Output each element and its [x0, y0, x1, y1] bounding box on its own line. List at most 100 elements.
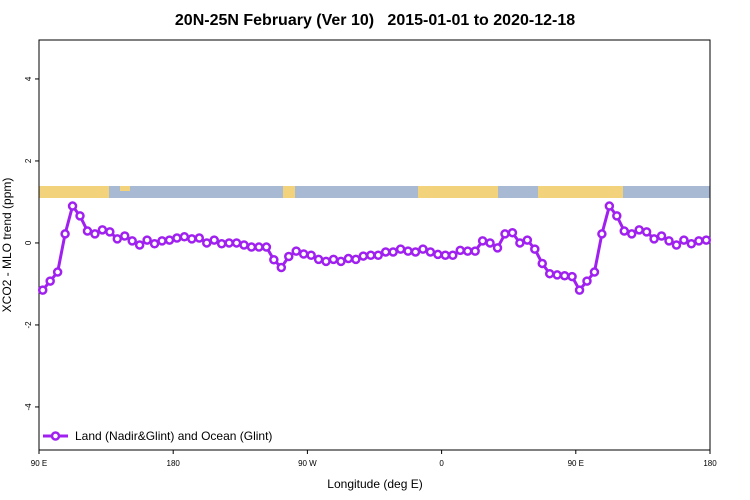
marker — [134, 240, 145, 250]
marker — [97, 225, 108, 235]
marker — [239, 240, 249, 250]
marker — [574, 285, 585, 295]
marker — [440, 250, 451, 260]
marker — [291, 246, 301, 256]
marker — [358, 251, 369, 261]
marker — [507, 227, 518, 238]
legend-marker — [50, 431, 61, 441]
marker — [462, 246, 473, 256]
marker — [500, 229, 510, 239]
marker — [105, 227, 115, 237]
marker — [455, 245, 465, 256]
marker — [45, 276, 55, 286]
x-tick-label: 90 E — [568, 459, 584, 468]
marker — [701, 235, 712, 245]
marker — [37, 285, 48, 295]
x-tick-label: 0 — [439, 459, 444, 468]
marker — [284, 251, 294, 262]
marker — [492, 243, 503, 253]
marker — [164, 235, 175, 245]
marker — [119, 231, 130, 241]
marker — [626, 229, 637, 239]
marker — [52, 267, 63, 277]
marker — [298, 249, 309, 259]
x-tick-label: 180 — [167, 459, 181, 468]
marker — [559, 271, 570, 281]
marker — [395, 244, 406, 254]
marker — [522, 235, 533, 245]
marker — [351, 254, 361, 265]
marker — [686, 239, 697, 249]
marker — [142, 235, 152, 245]
marker — [313, 254, 324, 265]
marker — [619, 226, 630, 236]
marker — [485, 238, 495, 248]
marker — [90, 229, 100, 239]
marker — [82, 226, 93, 236]
marker — [694, 236, 704, 246]
marker — [75, 211, 85, 221]
marker — [634, 225, 644, 235]
marker — [366, 250, 376, 260]
marker — [380, 247, 391, 257]
marker — [112, 234, 123, 244]
y-tick-label: 0 — [24, 240, 33, 245]
marker — [410, 247, 421, 257]
marker — [202, 238, 212, 248]
marker — [470, 246, 480, 256]
marker — [373, 250, 383, 260]
marker — [261, 242, 272, 252]
marker — [612, 211, 622, 221]
marker — [224, 238, 234, 248]
marker — [664, 236, 674, 246]
marker — [336, 256, 346, 267]
marker — [582, 276, 592, 286]
marker — [679, 235, 689, 245]
marker — [656, 231, 667, 241]
marker — [187, 234, 197, 244]
marker — [306, 250, 316, 260]
marker — [448, 250, 458, 260]
legend-label: Land (Nadir&Glint) and Ocean (Glint) — [75, 429, 272, 443]
marker — [321, 256, 331, 267]
marker — [515, 238, 525, 248]
marker — [388, 247, 398, 257]
y-axis-label: XCO2 - MLO trend (ppm) — [0, 178, 14, 313]
map-strip — [39, 186, 710, 198]
marker — [425, 247, 436, 257]
marker — [149, 239, 160, 249]
marker — [343, 253, 354, 264]
marker — [194, 233, 205, 243]
marker — [477, 236, 488, 246]
marker — [157, 236, 167, 246]
marker — [604, 201, 615, 211]
y-tick-label: -2 — [24, 321, 33, 329]
marker — [641, 227, 652, 237]
marker — [60, 229, 70, 239]
marker — [530, 244, 540, 254]
marker — [209, 235, 219, 245]
marker — [544, 268, 555, 279]
marker — [328, 254, 339, 265]
marker — [433, 249, 443, 260]
marker — [276, 262, 287, 273]
marker — [67, 201, 78, 211]
marker — [597, 229, 607, 239]
chart-title: 20N-25N February (Ver 10) 2015-01-01 to … — [175, 12, 575, 29]
y-tick-label: -4 — [24, 403, 33, 411]
marker — [589, 267, 600, 277]
marker — [649, 234, 659, 244]
marker — [552, 270, 562, 280]
marker — [269, 255, 279, 265]
marker — [403, 246, 413, 256]
marker — [172, 233, 182, 243]
marker — [254, 242, 264, 252]
marker — [179, 232, 190, 242]
marker — [671, 240, 682, 250]
marker — [567, 271, 577, 282]
x-axis-label: Longitude (deg E) — [327, 477, 422, 491]
y-tick-label: 2 — [24, 158, 33, 163]
marker — [246, 242, 257, 252]
plot-frame — [38, 39, 711, 451]
